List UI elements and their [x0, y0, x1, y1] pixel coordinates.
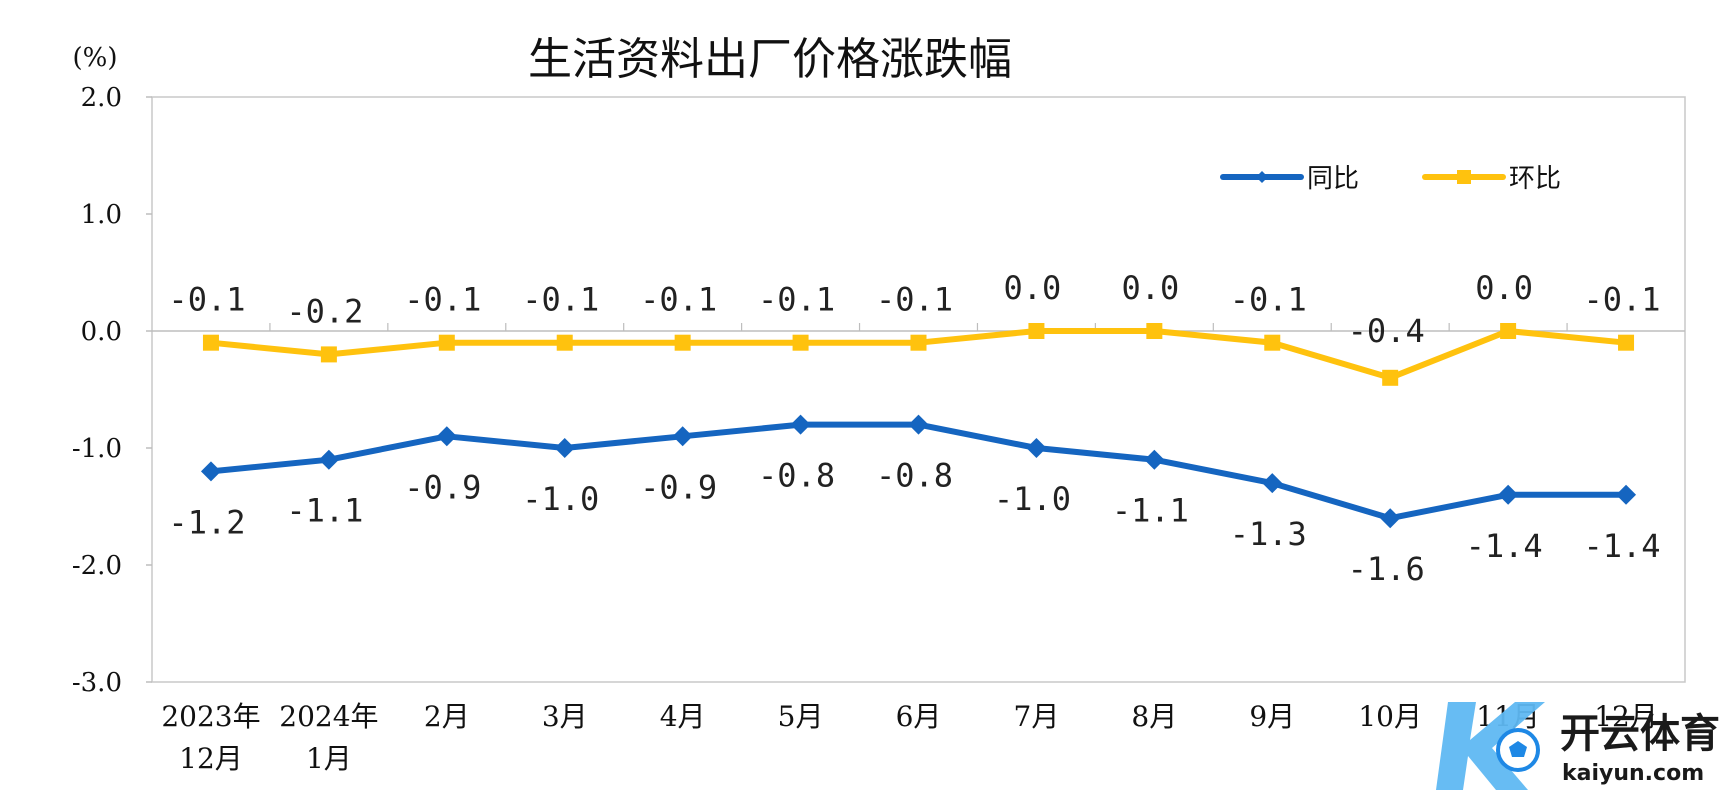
legend-label-mom: 环比 [1509, 164, 1561, 194]
point-mom [792, 334, 809, 351]
point-mom [910, 334, 927, 351]
point-yoy [318, 449, 339, 470]
watermark-brand: 开云体育 [1560, 711, 1720, 757]
point-mom [1382, 369, 1399, 386]
plot-area [151, 96, 1686, 683]
data-label-yoy: -0.8 [876, 457, 953, 495]
data-label-mom: -0.1 [404, 281, 481, 319]
x-tick-label: 4月 [660, 700, 706, 733]
point-mom [674, 334, 691, 351]
data-label-yoy: -1.4 [1466, 527, 1543, 565]
y-tick-label: 1.0 [81, 200, 122, 230]
series-layer [200, 323, 1637, 529]
point-yoy [1498, 484, 1519, 505]
x-tick-label: 1月 [306, 742, 352, 775]
y-tick-label: -1.0 [72, 434, 122, 464]
y-tick-label: -2.0 [72, 551, 122, 581]
point-mom [1618, 334, 1635, 351]
point-yoy [908, 414, 929, 435]
x-tick-label: 12月 [1594, 700, 1658, 733]
x-tick-label: 9月 [1249, 700, 1295, 733]
point-mom [320, 346, 337, 363]
data-label-mom: 0.0 [1004, 269, 1062, 307]
data-label-mom: -0.2 [286, 292, 363, 330]
data-label-yoy: -1.3 [1230, 515, 1307, 553]
data-label-yoy: -0.9 [640, 468, 717, 506]
point-mom [438, 334, 455, 351]
data-label-yoy: -1.4 [1584, 527, 1661, 565]
y-tick-label: 2.0 [81, 83, 122, 113]
data-label-mom: -0.1 [1230, 281, 1307, 319]
data-label-mom: -0.1 [1584, 281, 1661, 319]
legend-marker-mom [1457, 170, 1471, 184]
point-yoy [1380, 508, 1401, 529]
x-tick-label: 2月 [424, 700, 470, 733]
x-tick-label: 6月 [896, 700, 942, 733]
point-mom [1146, 323, 1163, 339]
point-yoy [1262, 473, 1283, 494]
data-label-mom: -0.1 [758, 281, 835, 319]
watermark-logo: 开云体育 kaiyun.com [1436, 702, 1720, 790]
point-yoy [1144, 449, 1165, 470]
axis-ticks: 2.0 1.0 0.0 -1.0 -2.0 -3.0 2023年 12月 2024年 1月 2月 3月… [72, 83, 1685, 775]
legend-label-yoy: 同比 [1307, 164, 1359, 194]
point-yoy [672, 426, 693, 447]
point-yoy [436, 426, 457, 447]
point-mom [1500, 323, 1517, 339]
chart-title: 生活资料出厂价格涨跌幅 [528, 34, 1012, 85]
x-tick-label: 8月 [1131, 700, 1177, 733]
data-label-mom: -0.1 [640, 281, 717, 319]
data-label-yoy: -0.9 [404, 468, 481, 506]
x-tick-label: 2024年 [279, 700, 378, 733]
point-yoy [1616, 484, 1637, 505]
data-label-yoy: -0.8 [758, 457, 835, 495]
logo-k-icon [1436, 702, 1545, 790]
point-yoy [200, 461, 221, 482]
point-mom [202, 334, 219, 351]
point-yoy [554, 438, 575, 458]
legend: 同比 环比 [1220, 164, 1561, 194]
x-tick-label: 10月 [1358, 700, 1422, 733]
data-label-mom: -0.1 [522, 281, 599, 319]
data-label-mom: 0.0 [1475, 269, 1533, 307]
x-tick-label: 7月 [1014, 700, 1060, 733]
y-tick-label: 0.0 [81, 317, 122, 347]
x-tick-label: 3月 [542, 700, 588, 733]
data-label-mom: -0.1 [876, 281, 953, 319]
data-label-mom: -0.1 [168, 281, 245, 319]
data-label-yoy: -1.6 [1348, 550, 1425, 588]
legend-item-yoy: 同比 [1220, 164, 1359, 194]
point-yoy [790, 414, 811, 435]
data-labels: -1.2 -1.1 -0.9 -1.0 -0.9 -0.8 -0.8 -1.0 -1.1 -1.3… [168, 269, 1660, 588]
x-tick-label: 12月 [179, 742, 243, 775]
data-label-mom: 0.0 [1121, 269, 1179, 307]
point-mom [556, 334, 573, 351]
y-axis-unit: (%) [73, 43, 118, 73]
point-mom [1264, 334, 1281, 351]
x-tick-label: 5月 [778, 700, 824, 733]
point-mom [1028, 323, 1045, 339]
data-label-yoy: -1.0 [994, 480, 1071, 518]
data-label-yoy: -1.1 [286, 492, 363, 530]
legend-marker-yoy [1256, 171, 1268, 183]
data-label-yoy: -1.2 [168, 503, 245, 541]
data-label-mom: -0.4 [1348, 312, 1425, 350]
legend-item-mom: 环比 [1422, 164, 1561, 194]
watermark-domain: kaiyun.com [1562, 761, 1704, 786]
data-label-yoy: -1.1 [1112, 492, 1189, 530]
point-yoy [1026, 438, 1047, 458]
y-tick-label: -3.0 [72, 668, 122, 698]
x-tick-label: 2023年 [161, 700, 260, 733]
data-label-yoy: -1.0 [522, 480, 599, 518]
